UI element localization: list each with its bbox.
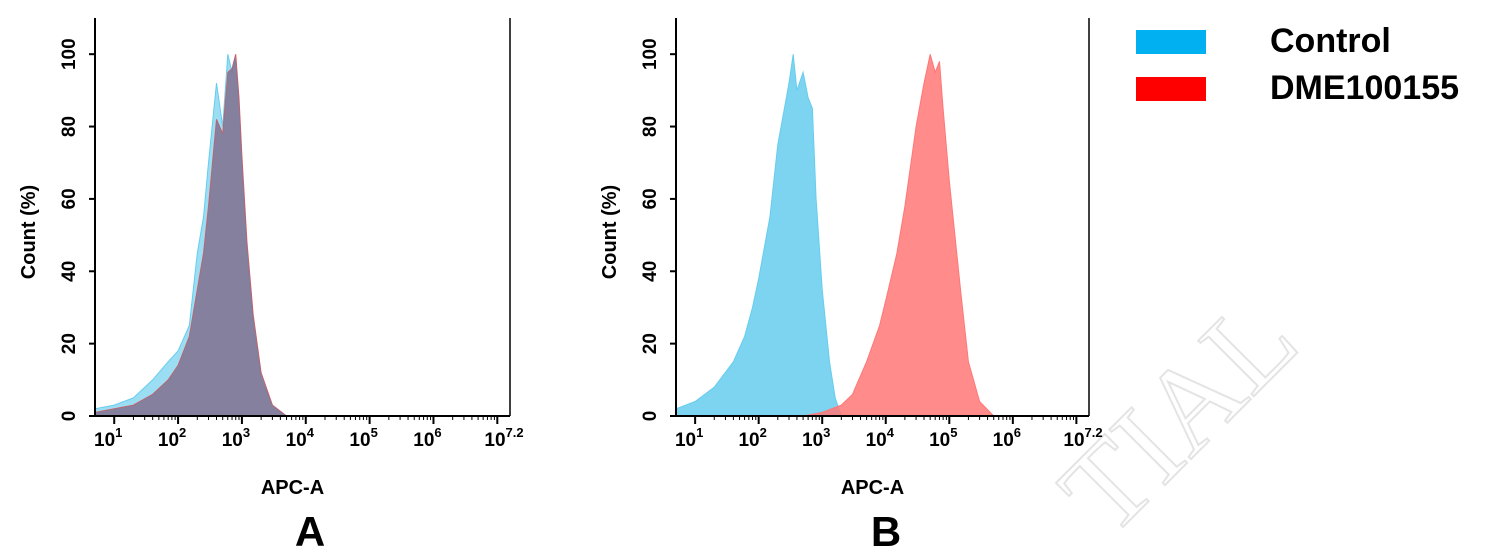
legend-swatch-dme100155 xyxy=(1136,77,1206,101)
legend: Control DME100155 xyxy=(1136,22,1459,107)
y-axis-label: Count (%) xyxy=(599,185,621,279)
x-tick-label: 106 xyxy=(413,425,441,451)
x-tick-label: 104 xyxy=(866,425,895,451)
x-tick-label: 105 xyxy=(349,425,377,451)
y-tick-label: 80 xyxy=(640,116,661,137)
y-tick-label: 60 xyxy=(59,188,80,209)
series-area-dme100155 xyxy=(803,54,995,417)
legend-label-control: Control xyxy=(1270,22,1391,60)
x-tick-label: 106 xyxy=(993,425,1021,451)
panel-a: 0 20 40 60 80 100 101 102 103 104 105 106 107.2 APC-A… xyxy=(18,18,524,549)
x-tick-label: 103 xyxy=(222,425,250,451)
watermark-text: TIAL xyxy=(1034,271,1321,549)
y-tick-label: 80 xyxy=(59,116,80,137)
x-tick-label: 107.2 xyxy=(1063,425,1102,451)
x-tick-label: 101 xyxy=(94,425,122,451)
legend-swatch-control xyxy=(1136,30,1206,54)
series-area-control xyxy=(675,54,842,417)
panel-b: 0 20 40 60 80 100 101 102 103 104 105 106 107.2 APC-A… xyxy=(599,18,1103,549)
x-tick-label: 102 xyxy=(738,425,766,451)
x-axis-label: APC-A xyxy=(261,477,324,499)
x-tick-label: 102 xyxy=(158,425,186,451)
legend-label-dme100155: DME100155 xyxy=(1270,69,1459,107)
y-axis-label: Count (%) xyxy=(18,185,40,279)
y-tick-label: 100 xyxy=(640,38,661,70)
y-tick-label: 0 xyxy=(640,411,661,422)
y-tick-label: 40 xyxy=(640,261,661,282)
x-tick-label: 104 xyxy=(286,425,315,451)
x-tick-label: 101 xyxy=(675,425,703,451)
y-tick-label: 100 xyxy=(59,38,80,70)
series-overlap-area xyxy=(95,54,287,416)
x-tick-label: 105 xyxy=(929,425,957,451)
y-tick-label: 40 xyxy=(59,261,80,282)
x-axis-label: APC-A xyxy=(841,477,904,499)
x-tick-label: 103 xyxy=(802,425,830,451)
panel-letter: A xyxy=(295,508,325,549)
y-tick-label: 20 xyxy=(59,333,80,354)
y-tick-label: 60 xyxy=(640,188,661,209)
x-tick-label: 107.2 xyxy=(484,425,523,451)
panel-letter: B xyxy=(871,508,901,549)
y-tick-label: 20 xyxy=(640,333,661,354)
y-tick-label: 0 xyxy=(59,411,80,422)
